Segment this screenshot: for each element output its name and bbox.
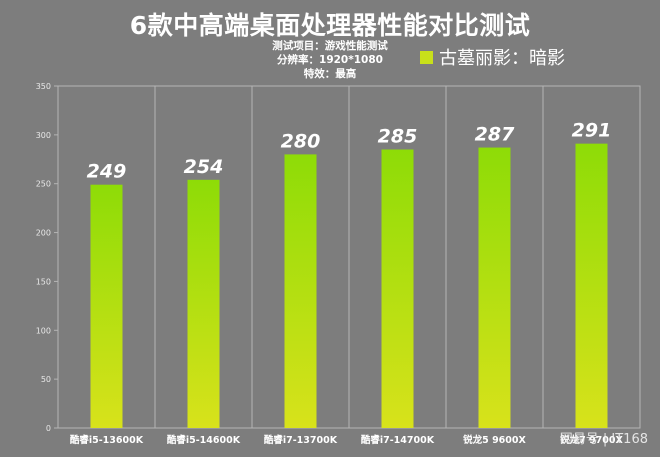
subtitle-effects: 特效：最高 [303,68,357,80]
bar [381,149,414,428]
bar-value-label: 280 [281,130,321,152]
bar [575,143,608,428]
y-tick-label: 50 [41,375,51,384]
bar [284,154,317,428]
bar [90,184,123,428]
watermark: 网易号 | IT168 [559,432,648,447]
y-tick-label: 100 [36,326,51,335]
y-tick-label: 200 [36,229,51,238]
subtitle-test-item: 测试项目：游戏性能测试 [272,40,388,52]
category-label: 锐龙7 9700X [560,434,623,446]
y-tick-label: 150 [36,277,51,286]
bar-value-label: 291 [572,120,612,142]
subtitle-resolution: 分辨率：1920*1080 [277,54,383,66]
category-label: 酷睿i5-13600K [70,434,144,446]
bar-value-label: 285 [378,126,418,148]
y-tick-label: 300 [36,131,51,140]
bar [478,147,511,428]
category-label: 酷睿i7-13700K [264,434,338,446]
bar-value-label: 287 [475,124,515,146]
y-tick-label: 0 [46,424,51,433]
legend-swatch [420,50,433,64]
legend-label: 古墓丽影：暗影 [439,48,565,69]
y-tick-label: 250 [36,180,51,189]
legend: 古墓丽影：暗影 [420,46,565,69]
bar [187,179,220,428]
bar-value-label: 249 [87,161,127,183]
y-tick-label: 350 [36,82,51,91]
category-label: 酷睿i7-14700K [361,434,435,446]
chart-title: 6款中高端桌面处理器性能对比测试 [129,11,531,40]
bar-value-label: 254 [184,156,224,178]
category-label: 酷睿i5-14600K [167,434,241,446]
category-label: 锐龙5 9600X [463,434,526,446]
